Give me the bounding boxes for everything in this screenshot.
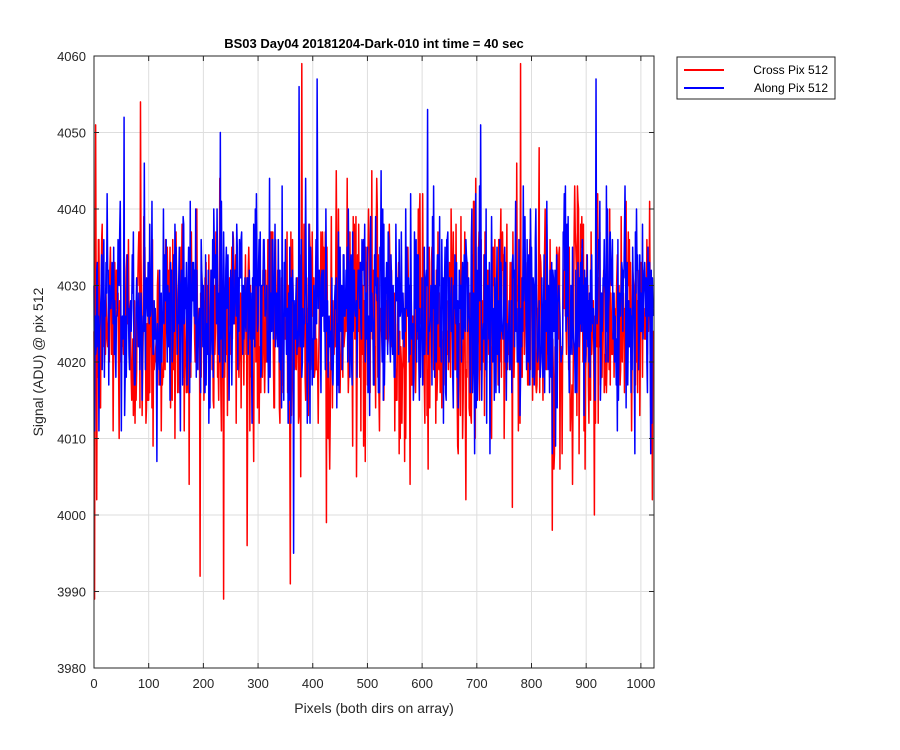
tick-labels: 0 100 200 300 400 500 600 700 800 900 1000 3980 3990… [57, 49, 655, 691]
y-tick-label: 4060 [57, 49, 86, 64]
legend: Cross Pix 512 Along Pix 512 [676, 56, 836, 100]
x-tick-label: 400 [302, 676, 324, 691]
series-lines [93, 62, 655, 600]
y-tick-label: 4040 [57, 202, 86, 217]
x-tick-label: 700 [466, 676, 488, 691]
axes: 0 100 200 300 400 500 600 700 800 900 1000 3980 3990… [57, 49, 655, 691]
x-axis-label: Pixels (both dirs on array) [294, 700, 454, 716]
legend-label-cross: Cross Pix 512 [753, 63, 828, 77]
legend-label-along: Along Pix 512 [754, 81, 828, 95]
series-line-along [93, 78, 655, 554]
y-tick-label: 3990 [57, 585, 86, 600]
ticks [93, 55, 654, 669]
x-tick-label: 300 [247, 676, 269, 691]
x-tick-label: 900 [575, 676, 597, 691]
x-tick-label: 200 [193, 676, 215, 691]
x-tick-label: 0 [90, 676, 97, 691]
x-tick-label: 100 [138, 676, 160, 691]
y-tick-label: 3980 [57, 661, 86, 676]
y-tick-label: 4050 [57, 126, 86, 141]
y-tick-label: 4030 [57, 279, 86, 294]
x-tick-label: 800 [521, 676, 543, 691]
y-tick-label: 4010 [57, 432, 86, 447]
y-tick-label: 4020 [57, 355, 86, 370]
legend-box [676, 56, 836, 100]
y-axis-label: Signal (ADU) @ pix 512 [30, 287, 46, 436]
y-tick-label: 4000 [57, 508, 86, 523]
x-tick-label: 1000 [626, 676, 655, 691]
x-tick-label: 600 [411, 676, 433, 691]
chart-title: BS03 Day04 20181204-Dark-010 int time = … [224, 36, 524, 51]
x-tick-label: 500 [357, 676, 379, 691]
